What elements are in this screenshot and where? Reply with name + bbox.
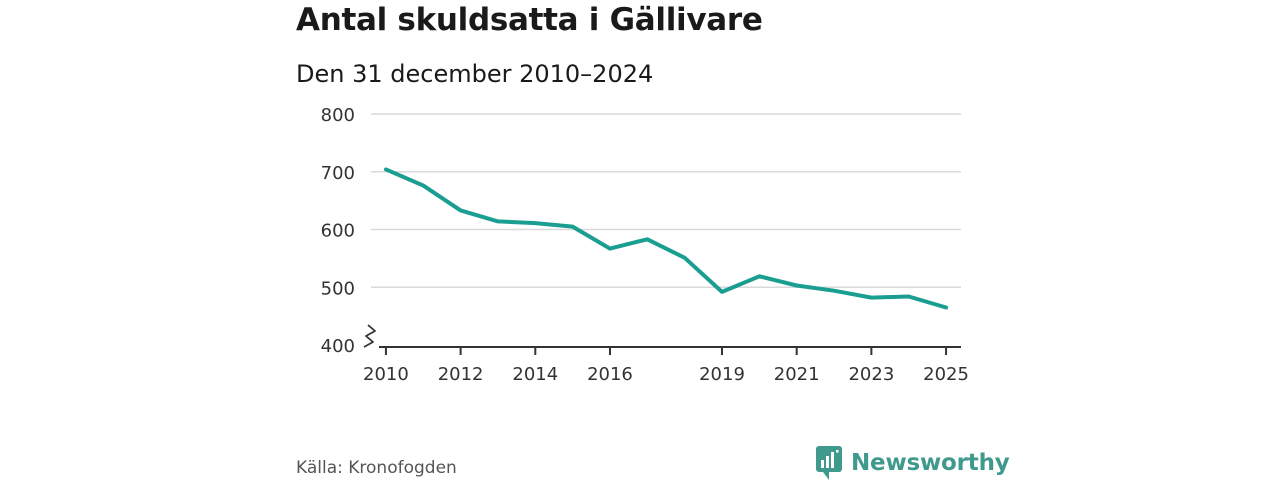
x-tick-label-2012: 2012 (438, 364, 484, 385)
series-line-0 (383, 167, 949, 310)
x-tick-label-2023: 2023 (848, 364, 894, 385)
brand-name: Newsworthy (851, 450, 1010, 476)
source-note: Källa: Kronofogden (296, 458, 457, 478)
y-tick-label-600: 600 (321, 221, 355, 242)
x-axis-labels: 2010 2012 2014 2016 2019 2021 2023 2025 (363, 364, 969, 385)
x-tick-label-2010: 2010 (363, 364, 409, 385)
y-tick-label-500: 500 (321, 278, 355, 299)
x-tick-label-2014: 2014 (512, 364, 558, 385)
series-layer (383, 167, 949, 310)
y-tick-label-700: 700 (321, 163, 355, 184)
brand-logo: Newsworthy (815, 445, 1010, 481)
x-tick-label-2016: 2016 (587, 364, 633, 385)
x-tick-label-2021: 2021 (774, 364, 820, 385)
y-axis-labels: 400 500 600 700 800 (321, 105, 355, 357)
y-tick-label-400: 400 (321, 336, 355, 357)
grid-lines (371, 113, 961, 288)
chart-subtitle: Den 31 december 2010–2024 (296, 60, 654, 88)
x-tick-label-2025: 2025 (923, 364, 969, 385)
y-tick-label-800: 800 (321, 105, 355, 126)
newsworthy-icon (816, 446, 842, 480)
axis-break-marker (363, 324, 376, 348)
chart-title: Antal skuldsatta i Gällivare (296, 2, 763, 38)
line-chart: 400 500 600 700 800 2010 2012 2014 2016 2019 2021… (321, 105, 969, 385)
x-axis (363, 324, 961, 355)
x-tick-label-2019: 2019 (699, 364, 745, 385)
